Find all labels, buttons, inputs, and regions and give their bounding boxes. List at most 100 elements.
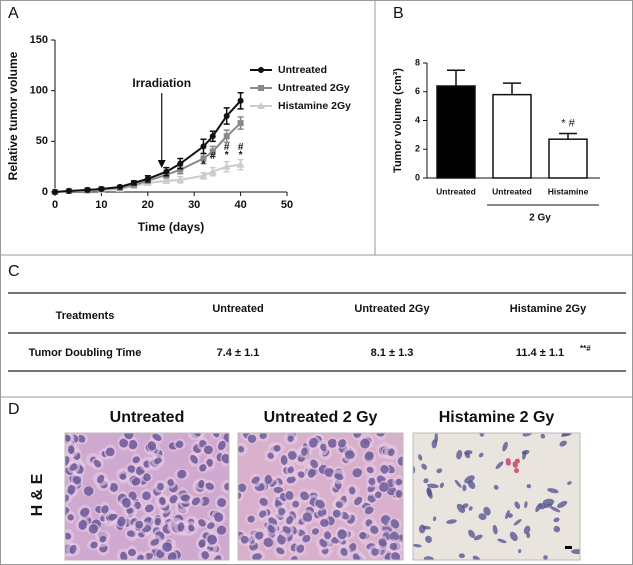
point bbox=[84, 186, 91, 193]
point bbox=[52, 189, 58, 195]
nucleus bbox=[287, 466, 294, 474]
point bbox=[162, 176, 171, 184]
panel-label: A bbox=[8, 5, 19, 22]
nucleus bbox=[267, 524, 275, 534]
nucleus bbox=[145, 504, 154, 513]
nucleus bbox=[456, 449, 463, 460]
nucleus bbox=[464, 452, 470, 459]
nucleus bbox=[320, 443, 327, 452]
nucleus bbox=[280, 455, 288, 466]
nucleus bbox=[217, 498, 227, 507]
nucleus bbox=[526, 532, 531, 539]
nucleus bbox=[83, 486, 94, 496]
nucleus bbox=[214, 512, 224, 522]
rbc bbox=[505, 460, 511, 466]
nucleus bbox=[338, 439, 347, 448]
nucleus bbox=[389, 531, 399, 542]
nucleus bbox=[216, 525, 227, 535]
point bbox=[237, 120, 244, 127]
nucleus bbox=[80, 507, 90, 517]
nucleus bbox=[423, 556, 434, 560]
x-tick-label: 10 bbox=[95, 199, 107, 211]
nucleus bbox=[458, 553, 465, 559]
nucleus bbox=[426, 487, 432, 497]
nucleus bbox=[180, 494, 191, 502]
nucleus bbox=[454, 479, 462, 488]
nucleus bbox=[540, 433, 546, 439]
nucleus bbox=[154, 457, 162, 464]
nucleus bbox=[426, 483, 439, 489]
nucleus bbox=[135, 520, 144, 529]
nucleus bbox=[175, 440, 184, 448]
nucleus bbox=[549, 506, 561, 513]
nucleus bbox=[364, 506, 374, 515]
y-tick-label: 0 bbox=[42, 186, 48, 198]
nucleus bbox=[567, 481, 572, 485]
nucleus bbox=[324, 531, 332, 540]
nucleus bbox=[421, 463, 428, 470]
significance: * bbox=[202, 159, 206, 170]
nucleus bbox=[127, 465, 136, 473]
nucleus bbox=[247, 515, 255, 523]
significance: # bbox=[210, 151, 216, 162]
micrograph bbox=[413, 433, 580, 560]
nucleus bbox=[335, 501, 343, 509]
error-bar bbox=[447, 69, 465, 86]
nucleus bbox=[131, 477, 141, 486]
significance: * bbox=[225, 150, 229, 161]
nucleus bbox=[462, 484, 467, 492]
micrograph-border bbox=[237, 432, 404, 561]
nucleus bbox=[492, 524, 498, 535]
significance: * # bbox=[561, 117, 575, 129]
nucleus bbox=[240, 535, 249, 544]
nucleus bbox=[521, 449, 530, 455]
nucleus bbox=[88, 524, 98, 534]
nucleus bbox=[535, 502, 542, 513]
point bbox=[177, 166, 184, 173]
nucleus bbox=[425, 535, 432, 544]
nucleus bbox=[287, 435, 294, 443]
nucleus bbox=[287, 451, 297, 460]
nucleus bbox=[526, 484, 532, 489]
nucleus bbox=[152, 433, 162, 441]
y-tick-label: 8 bbox=[415, 57, 420, 67]
nucleus bbox=[292, 500, 300, 508]
nucleus bbox=[201, 551, 209, 560]
nucleus bbox=[505, 509, 510, 520]
nucleus bbox=[65, 456, 70, 466]
nucleus bbox=[311, 528, 320, 535]
nucleus bbox=[119, 438, 129, 448]
nucleus bbox=[191, 497, 201, 506]
nucleus bbox=[198, 519, 206, 527]
nucleus bbox=[120, 551, 128, 560]
x-tick-label: 50 bbox=[281, 199, 293, 211]
nucleus bbox=[203, 445, 213, 455]
nucleus bbox=[65, 532, 72, 540]
point bbox=[176, 175, 185, 183]
y-tick-label: 150 bbox=[30, 34, 48, 46]
nucleus bbox=[198, 539, 206, 548]
nucleus bbox=[93, 459, 102, 468]
nucleus bbox=[159, 497, 166, 505]
nucleus bbox=[524, 501, 528, 509]
nucleus bbox=[207, 522, 215, 530]
micrograph-area bbox=[65, 433, 580, 560]
nucleus bbox=[371, 548, 379, 556]
nucleus bbox=[359, 531, 367, 540]
x-tick-label: 0 bbox=[52, 199, 58, 211]
nucleus bbox=[360, 438, 370, 449]
nucleus bbox=[395, 489, 403, 498]
y-tick-label: 50 bbox=[36, 135, 48, 147]
nucleus bbox=[167, 552, 177, 560]
nucleus bbox=[96, 474, 105, 484]
table-cell: Tumor Doubling Time bbox=[29, 347, 142, 359]
nucleus bbox=[255, 531, 264, 540]
significance: # bbox=[238, 142, 244, 153]
nucleus bbox=[514, 501, 521, 509]
scale-bar bbox=[565, 546, 572, 549]
nucleus bbox=[127, 548, 137, 557]
nucleus bbox=[99, 536, 107, 543]
nucleus bbox=[456, 503, 466, 513]
nucleus bbox=[518, 549, 522, 554]
point bbox=[223, 133, 230, 140]
